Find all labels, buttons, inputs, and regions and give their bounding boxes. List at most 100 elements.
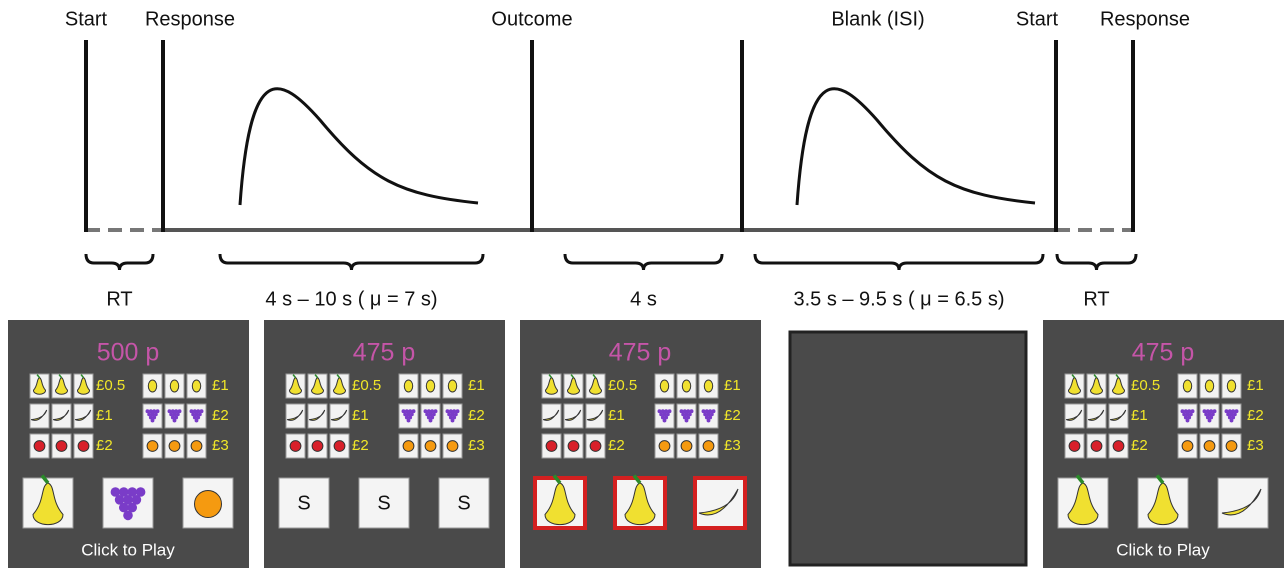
lemon-icon [660, 380, 668, 392]
payout: £0.5 [608, 377, 637, 394]
strawberry-icon [1113, 441, 1124, 452]
pay-tile [542, 404, 561, 428]
orange-icon [681, 441, 692, 452]
play-prompt: Click to Play [81, 540, 175, 559]
orange-icon [1204, 441, 1215, 452]
balance: 475 p [1132, 339, 1195, 367]
interval-brace [86, 254, 153, 270]
orange-icon [1182, 441, 1193, 452]
payout: £1 [724, 377, 741, 394]
pay-tile [52, 404, 71, 428]
payout: £1 [96, 407, 113, 424]
reel-symbol: S [297, 492, 310, 514]
grape-icon [429, 419, 433, 423]
interval-brace [565, 254, 722, 270]
strawberry-icon [568, 441, 579, 452]
event-label: Outcome [491, 8, 572, 30]
grape-icon [1230, 419, 1234, 423]
lemon-icon [704, 380, 712, 392]
hrf-curve [797, 89, 1035, 205]
reel [1218, 478, 1268, 528]
interval-label: 4 s – 10 s ( μ = 7 s) [265, 288, 437, 310]
interval-label: 3.5 s – 9.5 s ( μ = 6.5 s) [793, 288, 1004, 310]
grape-icon [173, 419, 177, 423]
strawberry-icon [590, 441, 601, 452]
payout: £2 [212, 407, 229, 424]
strawberry-icon [1091, 441, 1102, 452]
reel-symbol: S [457, 492, 470, 514]
grape-icon [1208, 419, 1212, 423]
pay-tile [286, 404, 305, 428]
balance: 500 p [97, 339, 160, 367]
lemon-icon [682, 380, 690, 392]
orange-icon [191, 441, 202, 452]
strawberry-icon [546, 441, 557, 452]
payout: £0.5 [1131, 377, 1160, 394]
payout: £0.5 [352, 377, 381, 394]
figure: StartResponseOutcomeBlank (ISI)StartResp… [0, 0, 1288, 568]
payout: £2 [468, 407, 485, 424]
payout: £3 [212, 437, 229, 454]
strawberry-icon [34, 441, 45, 452]
screens: 500 p £0.5 £1 £1 £2 £2 £3 Click to Play 475 p £0.… [8, 320, 1284, 568]
interval-brace [1057, 254, 1136, 270]
pay-tile [586, 404, 605, 428]
lemon-icon [1227, 380, 1235, 392]
interval-label: RT [1083, 288, 1109, 310]
interval-brace [220, 254, 483, 270]
orange-icon [169, 441, 180, 452]
strawberry-icon [1069, 441, 1080, 452]
timeline [86, 89, 1133, 230]
interval-brace [755, 254, 1043, 270]
strawberry-icon [56, 441, 67, 452]
reel-symbol: S [377, 492, 390, 514]
payout: £2 [1131, 437, 1148, 454]
blank-screen [790, 332, 1026, 565]
lemon-icon [404, 380, 412, 392]
grape-icon [195, 419, 199, 423]
payout: £1 [352, 407, 369, 424]
grape-icon [707, 419, 711, 423]
event-label: Start [65, 8, 108, 30]
strawberry-icon [290, 441, 301, 452]
lemon-icon [448, 380, 456, 392]
payout: £3 [724, 437, 741, 454]
grape-icon [123, 511, 133, 521]
pay-tile [330, 404, 349, 428]
lemon-icon [1183, 380, 1191, 392]
interval-label: 4 s [630, 288, 657, 310]
orange-icon [403, 441, 414, 452]
payout: £1 [1247, 377, 1264, 394]
hrf-curve [240, 89, 478, 205]
balance: 475 p [353, 339, 416, 367]
payout: £1 [608, 407, 625, 424]
payout: £3 [468, 437, 485, 454]
orange-icon [1226, 441, 1237, 452]
lemon-icon [148, 380, 156, 392]
grape-icon [451, 419, 455, 423]
balance: 475 p [609, 339, 672, 367]
strawberry-icon [334, 441, 345, 452]
pay-tile [30, 404, 49, 428]
payout: £2 [96, 437, 113, 454]
lemon-icon [1205, 380, 1213, 392]
payout: £2 [608, 437, 625, 454]
grape-icon [685, 419, 689, 423]
lemon-icon [192, 380, 200, 392]
pay-tile [1087, 404, 1106, 428]
payout: £2 [724, 407, 741, 424]
payout: £2 [1247, 407, 1264, 424]
event-label: Blank (ISI) [831, 8, 924, 30]
lemon-icon [426, 380, 434, 392]
payout: £3 [1247, 437, 1264, 454]
pay-tile [1109, 404, 1128, 428]
grape-icon [1186, 419, 1190, 423]
event-label: Response [145, 8, 235, 30]
payout: £1 [1131, 407, 1148, 424]
pay-tile [564, 404, 583, 428]
event-label: Start [1016, 8, 1059, 30]
strawberry-icon [312, 441, 323, 452]
strawberry-icon [78, 441, 89, 452]
orange-icon [703, 441, 714, 452]
